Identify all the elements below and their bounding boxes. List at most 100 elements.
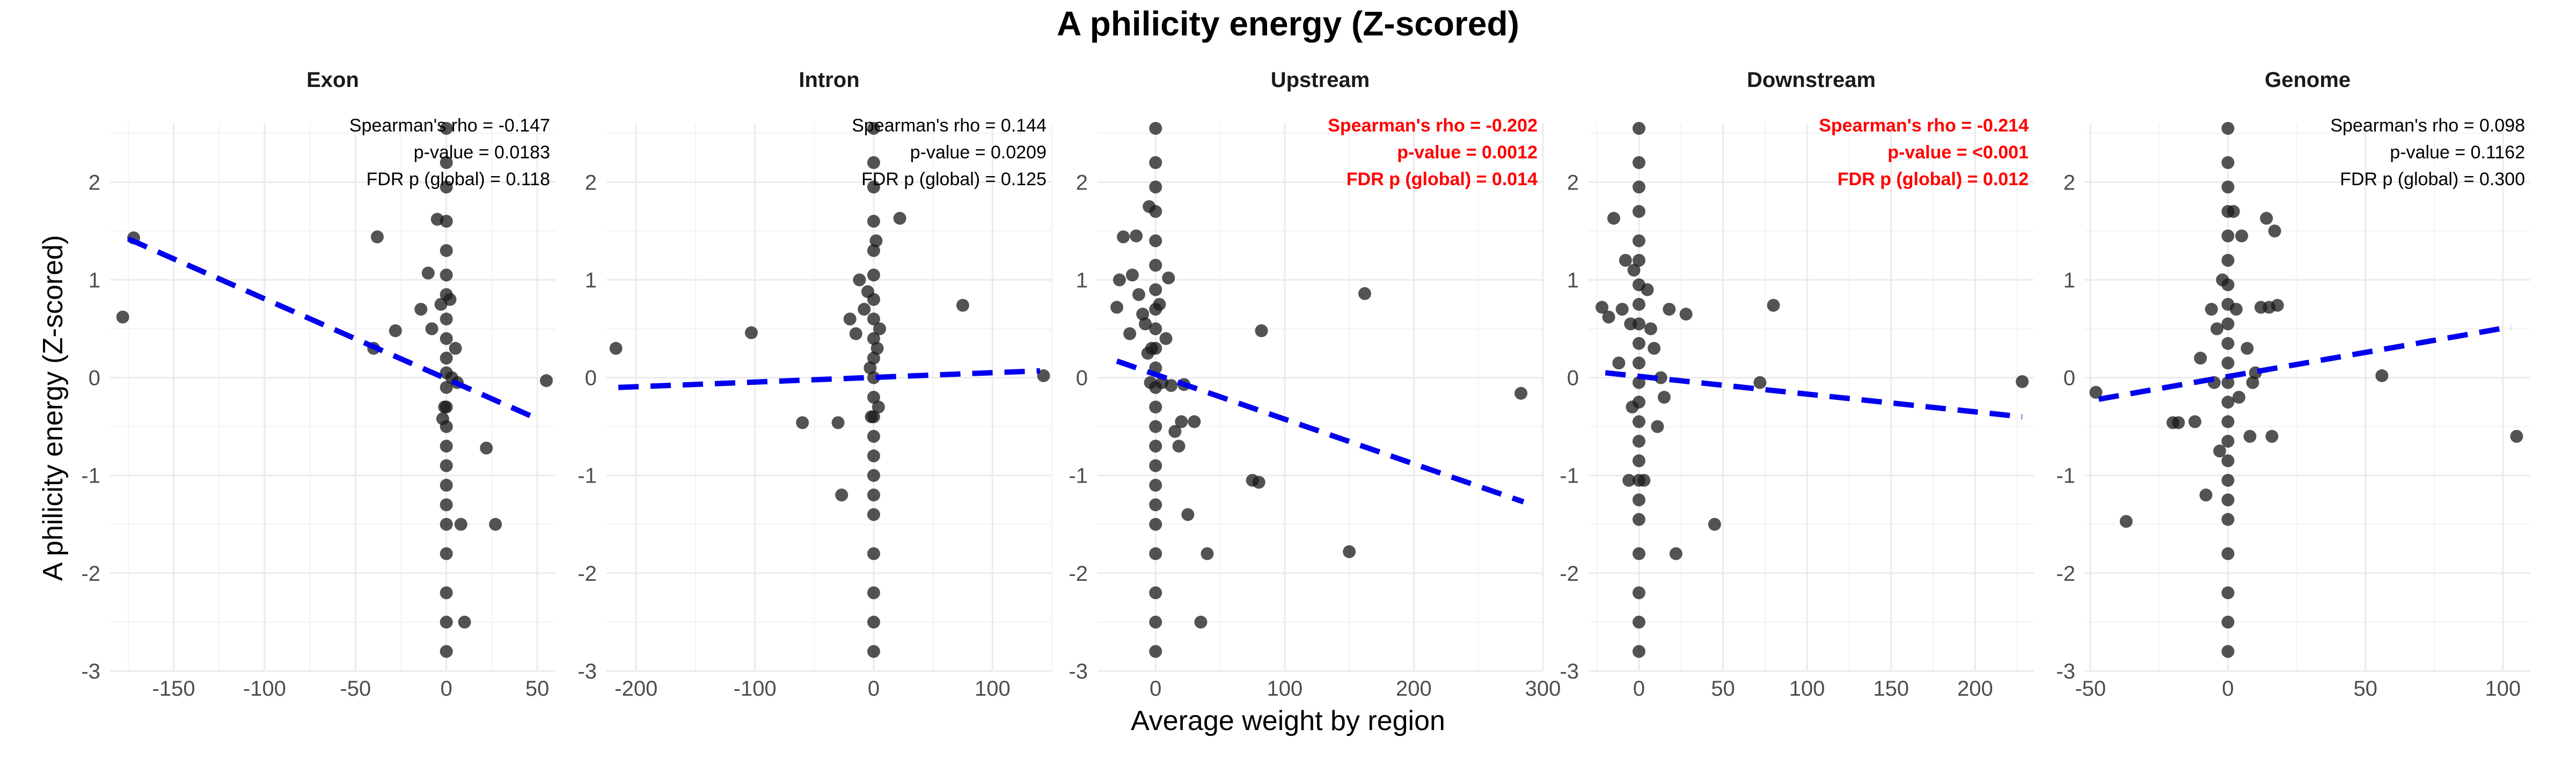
data-point	[1188, 415, 1201, 428]
y-tick-label: -3	[81, 660, 100, 683]
stat-annotation: Spearman's rho = -0.202	[1328, 115, 1538, 136]
data-point	[2210, 322, 2223, 336]
data-point	[1619, 254, 1632, 267]
data-point	[858, 303, 871, 316]
data-point	[1632, 434, 1645, 448]
data-point	[1632, 337, 1645, 350]
y-tick-label: -2	[81, 562, 100, 586]
data-point	[440, 498, 453, 512]
x-tick-label: 100	[1789, 677, 1825, 701]
data-point	[873, 322, 887, 336]
data-point	[1168, 425, 1182, 438]
data-point	[1632, 513, 1645, 526]
data-point	[867, 332, 880, 345]
data-point	[1632, 205, 1645, 218]
x-tick-label: 150	[1873, 677, 1909, 701]
data-point	[440, 478, 453, 492]
data-point	[1149, 400, 1162, 414]
data-point	[1657, 391, 1671, 404]
data-point	[1139, 317, 1152, 331]
data-point	[440, 400, 453, 414]
stat-annotation: FDR p (global) = 0.012	[1838, 169, 2029, 189]
data-point	[2221, 317, 2235, 331]
data-point	[2221, 645, 2235, 658]
x-tick-label: 50	[2353, 677, 2377, 701]
data-point	[1153, 297, 1166, 311]
stat-annotation: FDR p (global) = 0.118	[367, 169, 550, 189]
y-tick-label: 1	[1567, 268, 1579, 292]
data-point	[867, 645, 880, 658]
data-point	[1632, 396, 1645, 409]
y-tick-label: 0	[2063, 367, 2075, 390]
data-point	[1149, 645, 1162, 658]
data-point	[1136, 308, 1150, 321]
data-point	[458, 615, 471, 629]
stat-annotation: Spearman's rho = 0.144	[852, 115, 1046, 136]
data-point	[870, 341, 884, 355]
data-point	[2221, 122, 2235, 135]
y-tick-label: -2	[1069, 562, 1088, 586]
data-point	[2119, 515, 2133, 528]
data-point	[867, 268, 880, 282]
data-point	[2221, 615, 2235, 629]
x-tick-label: -100	[243, 677, 286, 701]
data-point	[1149, 234, 1162, 247]
panel-title: Exon	[306, 68, 359, 92]
panel-title: Downstream	[1747, 68, 1876, 92]
data-point	[1602, 310, 1615, 324]
data-point	[421, 266, 435, 280]
trend-line	[1605, 370, 2023, 420]
stat-annotation: Spearman's rho = -0.147	[349, 115, 550, 136]
panel-upstream: Upstream 0 100 200 300 -3 -2 -1 0 1 2 Spearman's rh…	[1069, 68, 1561, 701]
panel-title: Genome	[2265, 68, 2351, 92]
y-tick-label: -3	[1069, 660, 1088, 683]
y-tick-label: 1	[1076, 268, 1088, 292]
y-tick-label: 2	[1567, 171, 1579, 194]
data-point	[2221, 156, 2235, 169]
data-point	[2221, 493, 2235, 507]
data-point	[2213, 444, 2227, 458]
data-point	[893, 212, 906, 225]
data-point	[1130, 229, 1143, 243]
data-point	[2241, 341, 2254, 355]
data-point	[1632, 586, 1645, 600]
data-point	[1632, 356, 1645, 370]
data-point	[2205, 303, 2218, 316]
y-tick-label: 1	[585, 268, 597, 292]
data-point	[872, 400, 885, 414]
data-point	[440, 312, 453, 326]
data-point	[1175, 415, 1188, 428]
data-point	[2016, 375, 2029, 388]
data-point	[440, 440, 453, 453]
data-point	[1632, 180, 1645, 194]
data-point	[1632, 254, 1645, 267]
x-tick-label: 100	[975, 677, 1011, 701]
x-tick-label: 0	[441, 677, 452, 701]
data-point	[2271, 298, 2284, 312]
data-point	[867, 156, 880, 169]
data-point	[2221, 337, 2235, 350]
panel-title: Intron	[799, 68, 859, 92]
data-point	[1194, 615, 1208, 629]
data-point	[849, 327, 862, 340]
y-tick-label: 0	[585, 367, 597, 390]
data-point	[540, 374, 553, 388]
data-point	[1669, 547, 1682, 560]
data-point	[1201, 547, 1214, 560]
data-point	[1753, 376, 1767, 389]
data-point	[389, 324, 402, 338]
data-point	[2221, 180, 2235, 194]
data-point	[1641, 283, 1654, 296]
y-tick-label: 0	[89, 367, 100, 390]
data-point	[440, 215, 453, 228]
y-tick-label: -1	[1560, 464, 1579, 488]
panel-intron: Intron -200 -100 0 100 -3 -2 -1 0 1 2 Spearman's rh…	[577, 68, 1052, 701]
data-point	[2232, 391, 2245, 404]
y-tick-label: -2	[577, 562, 597, 586]
data-point	[480, 441, 493, 455]
data-point	[1654, 371, 1667, 384]
data-point	[745, 326, 758, 339]
data-point	[440, 156, 453, 169]
data-point	[867, 352, 880, 365]
